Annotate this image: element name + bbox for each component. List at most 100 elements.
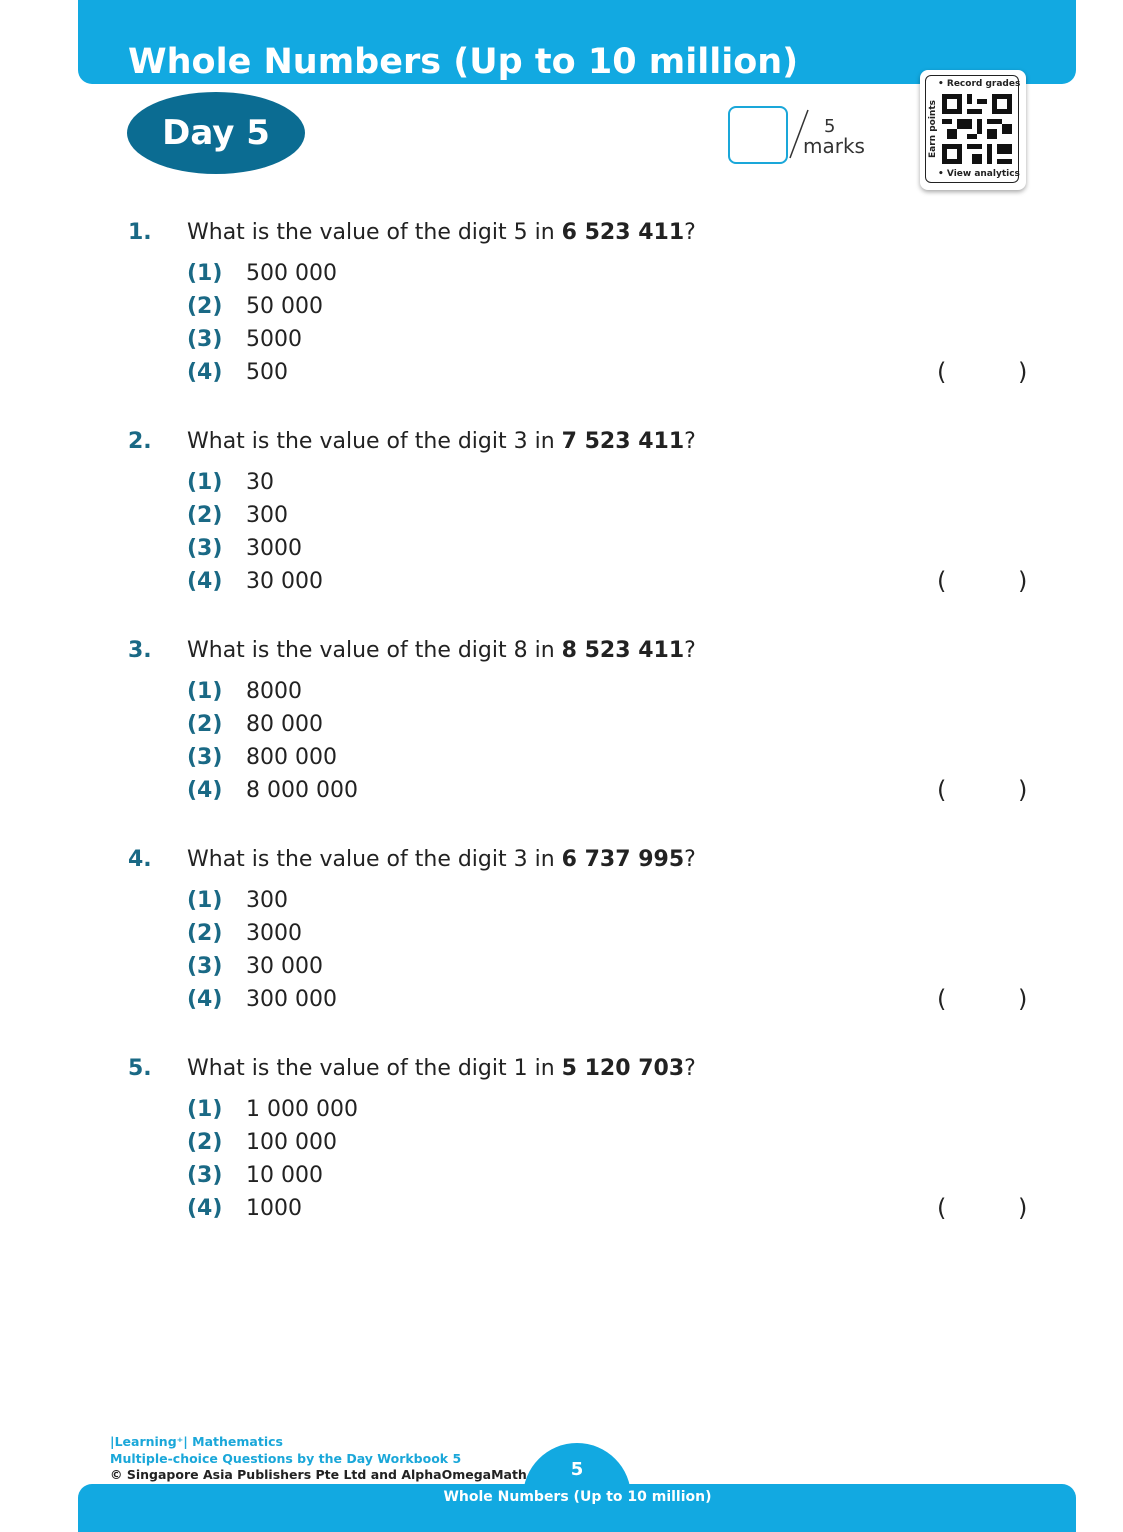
option-1[interactable]: (1) 30	[0, 470, 1123, 500]
footer-bar	[78, 1484, 1076, 1532]
qr-top-label: • Record grades	[938, 79, 1021, 89]
slash-divider	[789, 109, 809, 159]
question-text: What is the value of the digit 5 in 6 52…	[187, 220, 696, 245]
total-marks: 5	[824, 116, 836, 137]
option-2[interactable]: (2) 80 000	[0, 712, 1123, 742]
option-1[interactable]: (1) 1 000 000	[0, 1097, 1123, 1127]
option-3[interactable]: (3) 30 000	[0, 954, 1123, 984]
option-label: (4)	[187, 1196, 223, 1221]
option-value: 10 000	[246, 1163, 323, 1188]
option-value: 8000	[246, 679, 302, 704]
option-value: 30 000	[246, 954, 323, 979]
option-value: 300	[246, 888, 288, 913]
marks-label: marks	[803, 134, 865, 158]
close-paren: )	[1018, 985, 1028, 1013]
option-value: 3000	[246, 921, 302, 946]
open-paren: (	[937, 358, 947, 386]
option-value: 300 000	[246, 987, 337, 1012]
option-4[interactable]: (4) 300 000	[0, 987, 1123, 1017]
question-text: What is the value of the digit 1 in 5 12…	[187, 1056, 696, 1081]
footer-chapter-title: Whole Numbers (Up to 10 million)	[443, 1489, 712, 1505]
score-box[interactable]	[728, 106, 788, 164]
question-text: What is the value of the digit 8 in 8 52…	[187, 638, 696, 663]
option-1[interactable]: (1) 8000	[0, 679, 1123, 709]
option-label: (1)	[187, 888, 223, 913]
option-3[interactable]: (3) 10 000	[0, 1163, 1123, 1193]
option-value: 500	[246, 360, 288, 385]
option-label: (4)	[187, 360, 223, 385]
option-label: (2)	[187, 712, 223, 737]
option-2[interactable]: (2) 3000	[0, 921, 1123, 951]
option-value: 100 000	[246, 1130, 337, 1155]
qr-code-icon	[942, 94, 1012, 164]
qr-frame: • Record grades Earn points • View analy…	[925, 75, 1021, 183]
option-label: (2)	[187, 294, 223, 319]
open-paren: (	[937, 567, 947, 595]
qr-bottom-label: • View analytics	[938, 169, 1020, 179]
footer-series: |Learning⁺| Mathematics	[110, 1434, 283, 1449]
option-label: (4)	[187, 987, 223, 1012]
close-paren: )	[1018, 1194, 1028, 1222]
option-value: 800 000	[246, 745, 337, 770]
option-4[interactable]: (4) 30 000	[0, 569, 1123, 599]
option-label: (2)	[187, 921, 223, 946]
qr-side-label: Earn points	[927, 100, 938, 158]
option-4[interactable]: (4) 8 000 000	[0, 778, 1123, 808]
option-value: 1000	[246, 1196, 302, 1221]
option-1[interactable]: (1) 300	[0, 888, 1123, 918]
option-value: 500 000	[246, 261, 337, 286]
answer-box[interactable]: ( )	[0, 567, 1123, 599]
page-number: 5	[570, 1459, 584, 1480]
option-label: (2)	[187, 1130, 223, 1155]
option-value: 300	[246, 503, 288, 528]
option-label: (1)	[187, 261, 223, 286]
header-bar	[78, 0, 1076, 84]
open-paren: (	[937, 1194, 947, 1222]
option-2[interactable]: (2) 50 000	[0, 294, 1123, 324]
option-3[interactable]: (3) 5000	[0, 327, 1123, 357]
option-label: (1)	[187, 679, 223, 704]
question-number: 5.	[128, 1056, 152, 1081]
option-3[interactable]: (3) 800 000	[0, 745, 1123, 775]
question-text: What is the value of the digit 3 in 6 73…	[187, 847, 696, 872]
option-value: 1 000 000	[246, 1097, 358, 1122]
option-label: (1)	[187, 1097, 223, 1122]
option-label: (4)	[187, 778, 223, 803]
option-value: 80 000	[246, 712, 323, 737]
close-paren: )	[1018, 776, 1028, 804]
option-label: (4)	[187, 569, 223, 594]
option-value: 3000	[246, 536, 302, 561]
option-2[interactable]: (2) 300	[0, 503, 1123, 533]
footer-copyright: © Singapore Asia Publishers Pte Ltd and …	[110, 1467, 527, 1482]
option-label: (3)	[187, 954, 223, 979]
option-2[interactable]: (2) 100 000	[0, 1130, 1123, 1160]
open-paren: (	[937, 776, 947, 804]
option-value: 50 000	[246, 294, 323, 319]
answer-box[interactable]: ( )	[0, 985, 1123, 1017]
option-4[interactable]: (4) 500	[0, 360, 1123, 390]
open-paren: (	[937, 985, 947, 1013]
answer-box[interactable]: ( )	[0, 776, 1123, 808]
footer-book-title: Multiple-choice Questions by the Day Wor…	[110, 1451, 462, 1466]
option-value: 8 000 000	[246, 778, 358, 803]
qr-card[interactable]: • Record grades Earn points • View analy…	[920, 70, 1026, 190]
option-1[interactable]: (1) 500 000	[0, 261, 1123, 291]
question-number: 1.	[128, 220, 152, 245]
option-label: (3)	[187, 1163, 223, 1188]
option-label: (1)	[187, 470, 223, 495]
option-label: (3)	[187, 745, 223, 770]
close-paren: )	[1018, 567, 1028, 595]
question-number: 3.	[128, 638, 152, 663]
option-label: (3)	[187, 327, 223, 352]
option-4[interactable]: (4) 1000	[0, 1196, 1123, 1226]
option-label: (2)	[187, 503, 223, 528]
option-3[interactable]: (3) 3000	[0, 536, 1123, 566]
close-paren: )	[1018, 358, 1028, 386]
answer-box[interactable]: ( )	[0, 358, 1123, 390]
question-number: 2.	[128, 429, 152, 454]
option-label: (3)	[187, 536, 223, 561]
day-badge: Day 5	[127, 92, 305, 174]
answer-box[interactable]: ( )	[0, 1194, 1123, 1226]
option-value: 5000	[246, 327, 302, 352]
